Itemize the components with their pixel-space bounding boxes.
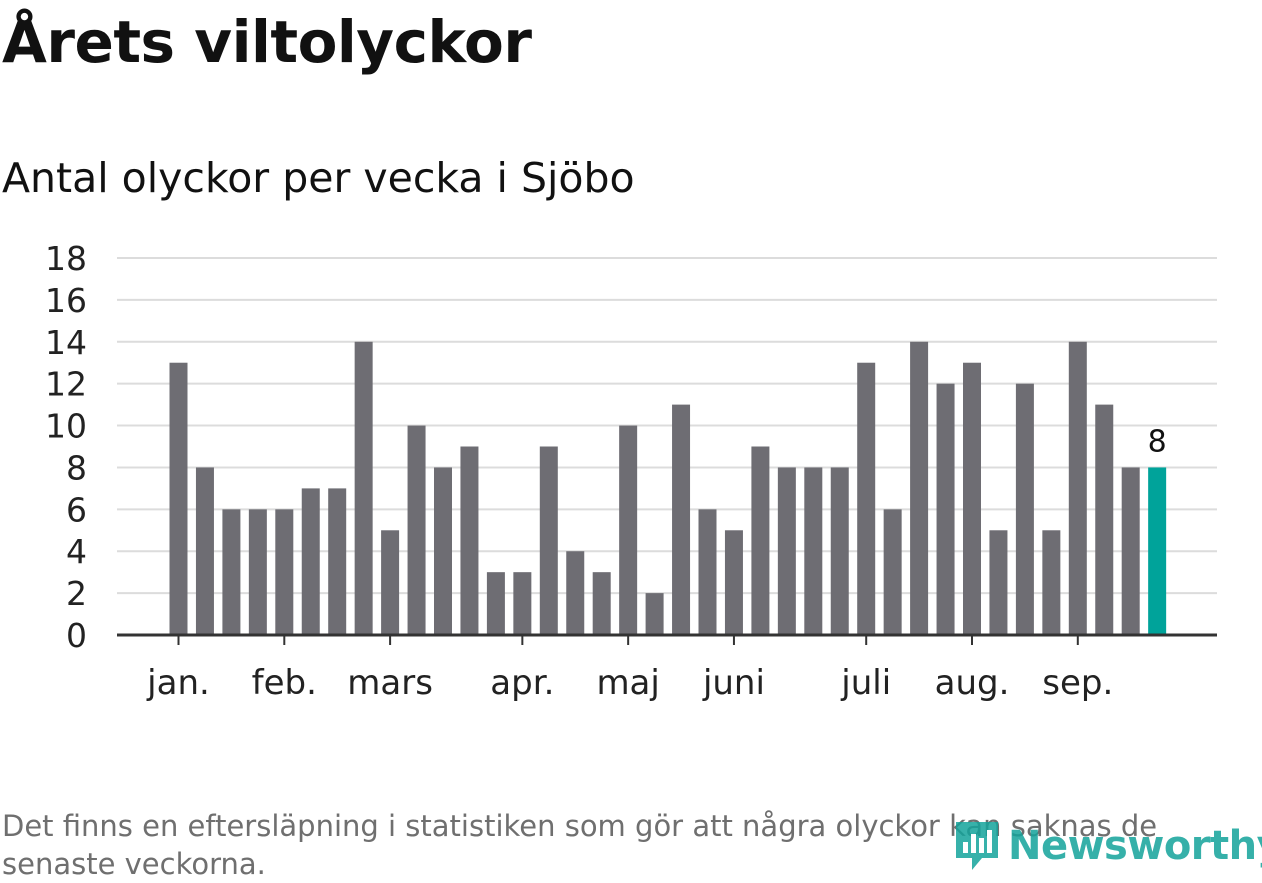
- bar: [751, 446, 770, 635]
- y-tick-label: 0: [66, 616, 87, 655]
- y-tick-label: 6: [66, 490, 87, 529]
- bar: [1015, 383, 1034, 635]
- x-tick-label: juni: [702, 663, 765, 703]
- bar: [301, 488, 320, 635]
- x-tick-label: feb.: [252, 663, 317, 703]
- y-tick-label: 4: [66, 532, 87, 571]
- newsworthy-logo-icon: [956, 822, 998, 870]
- x-tick-label: mars: [347, 663, 433, 703]
- x-tick-label: juli: [840, 663, 891, 703]
- bar: [275, 509, 294, 635]
- x-tick-label: sep.: [1042, 663, 1113, 703]
- bar: [672, 404, 691, 635]
- bar: [1095, 404, 1114, 635]
- bar-highlight: [1148, 467, 1167, 635]
- bar: [539, 446, 558, 635]
- bar: [989, 530, 1008, 635]
- bar: [698, 509, 717, 635]
- bar: [354, 341, 373, 635]
- x-tick-label: apr.: [490, 663, 554, 703]
- bar: [857, 362, 876, 635]
- y-tick-label: 18: [45, 239, 87, 278]
- y-tick-label: 16: [45, 281, 87, 320]
- bar: [830, 467, 849, 635]
- y-tick-label: 8: [66, 448, 87, 487]
- bar: [222, 509, 241, 635]
- bar: [248, 509, 267, 635]
- bar: [1121, 467, 1140, 635]
- logo-text: Newsworthy: [1008, 823, 1262, 869]
- bar: [963, 362, 981, 635]
- y-tick-label: 2: [66, 574, 87, 613]
- bar: [1068, 341, 1087, 635]
- bar: [592, 572, 611, 635]
- bar: [460, 446, 479, 635]
- bar: [381, 530, 400, 635]
- x-tick-label: jan.: [146, 663, 210, 703]
- bar: [777, 467, 796, 635]
- bar: [195, 467, 214, 635]
- bar: [434, 467, 452, 635]
- data-label: 8: [1148, 424, 1167, 459]
- bar: [645, 593, 664, 635]
- bar: [724, 530, 743, 635]
- chart-subtitle: Antal olyckor per vecka i Sjöbo: [2, 154, 635, 202]
- bar: [169, 362, 188, 635]
- y-tick-label: 14: [45, 323, 87, 362]
- chart-title: Årets viltolyckor: [2, 8, 532, 76]
- bar: [566, 551, 585, 635]
- y-tick-label: 10: [45, 407, 87, 446]
- bar: [513, 572, 532, 635]
- bar: [486, 572, 505, 635]
- x-tick-label: maj: [596, 663, 659, 703]
- bar: [619, 425, 638, 635]
- y-tick-label: 12: [45, 365, 87, 404]
- bar: [910, 341, 929, 635]
- x-tick-label: aug.: [935, 663, 1010, 703]
- newsworthy-logo: Newsworthy: [952, 818, 1262, 874]
- bar: [1042, 530, 1061, 635]
- bar: [936, 383, 955, 635]
- bar: [883, 509, 902, 635]
- bar: [328, 488, 347, 635]
- bar: [407, 425, 426, 635]
- bar: [804, 467, 823, 635]
